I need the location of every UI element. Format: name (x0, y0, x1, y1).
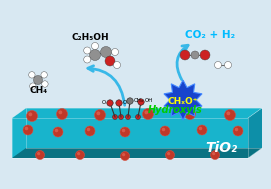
Polygon shape (248, 108, 262, 158)
Text: C₂H₅OH: C₂H₅OH (72, 33, 110, 42)
Text: TiO₂: TiO₂ (205, 141, 237, 155)
Circle shape (211, 150, 220, 160)
Circle shape (199, 127, 202, 130)
Circle shape (144, 110, 148, 114)
Circle shape (59, 110, 62, 114)
Circle shape (29, 72, 35, 78)
Circle shape (116, 100, 122, 106)
Circle shape (28, 112, 32, 116)
Text: O: O (122, 99, 127, 105)
Polygon shape (12, 118, 248, 158)
Circle shape (200, 50, 210, 60)
Circle shape (197, 125, 207, 135)
Circle shape (85, 126, 95, 136)
Circle shape (185, 108, 195, 119)
Polygon shape (12, 108, 262, 118)
Circle shape (55, 129, 58, 132)
Text: CH₄: CH₄ (29, 86, 47, 95)
Text: Hydroxyls: Hydroxyls (148, 105, 203, 115)
Circle shape (125, 115, 131, 119)
Circle shape (84, 56, 91, 63)
Circle shape (235, 128, 238, 131)
Circle shape (27, 111, 37, 122)
Circle shape (215, 61, 221, 68)
Circle shape (92, 43, 98, 50)
Circle shape (95, 109, 105, 121)
Text: OH: OH (144, 98, 153, 104)
Circle shape (122, 129, 125, 132)
Circle shape (23, 125, 33, 135)
Circle shape (34, 75, 43, 84)
Circle shape (30, 83, 36, 89)
Circle shape (53, 127, 63, 137)
Circle shape (56, 108, 67, 119)
Circle shape (89, 50, 101, 60)
Polygon shape (164, 80, 202, 120)
Circle shape (84, 47, 91, 54)
Circle shape (76, 150, 85, 160)
Circle shape (101, 46, 111, 57)
Circle shape (143, 108, 153, 119)
Circle shape (136, 115, 140, 119)
Circle shape (127, 98, 133, 104)
Circle shape (186, 110, 190, 114)
Circle shape (105, 56, 115, 66)
Text: O: O (102, 99, 107, 105)
Circle shape (162, 128, 165, 131)
Circle shape (191, 51, 199, 59)
Circle shape (96, 112, 100, 115)
Circle shape (41, 72, 47, 78)
Circle shape (224, 61, 231, 68)
Circle shape (138, 99, 144, 105)
Circle shape (227, 112, 230, 115)
Circle shape (118, 115, 124, 119)
Circle shape (167, 152, 170, 155)
Circle shape (122, 153, 125, 156)
Circle shape (112, 115, 118, 119)
Circle shape (107, 56, 114, 63)
Circle shape (166, 150, 175, 160)
Circle shape (37, 152, 40, 155)
Circle shape (224, 109, 235, 121)
Circle shape (36, 150, 44, 160)
Circle shape (111, 49, 118, 56)
Circle shape (114, 61, 121, 68)
Circle shape (212, 152, 215, 155)
Circle shape (121, 152, 130, 160)
Circle shape (180, 50, 190, 60)
Circle shape (233, 126, 243, 136)
Text: CO₂ + H₂: CO₂ + H₂ (185, 30, 235, 40)
Text: CHₓ: CHₓ (134, 98, 144, 102)
Text: CHₓO⁺: CHₓO⁺ (168, 97, 198, 105)
Circle shape (87, 128, 90, 131)
Circle shape (160, 126, 170, 136)
Polygon shape (12, 148, 262, 158)
Circle shape (25, 127, 28, 130)
Circle shape (77, 152, 80, 155)
Circle shape (42, 81, 48, 87)
Circle shape (107, 100, 113, 106)
Circle shape (120, 127, 130, 137)
